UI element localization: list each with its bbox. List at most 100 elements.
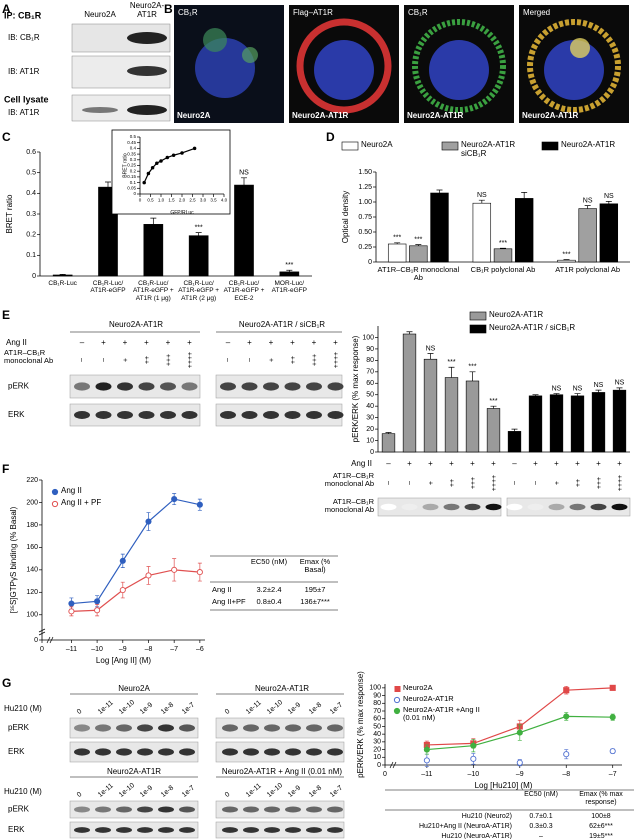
lane-label: 1e-10 [118,782,136,799]
condition-sign: ++ [448,479,455,487]
axis-break [46,636,54,644]
panel-label: C [2,130,11,144]
condition-sign: – [78,358,85,362]
condition-sign: ++++ [616,475,623,491]
blot-band [527,503,544,511]
bar [402,333,417,453]
significance-label: *** [562,251,570,258]
blot-band [137,724,153,732]
blot-band [222,748,238,756]
blot-band [138,411,155,419]
error-bar [584,205,591,209]
legend-label: Neuro2A-AT1R [561,141,616,149]
bar [493,248,513,263]
marker [192,146,197,151]
condition-sign: ++ [289,356,296,364]
table-header: EC50 (nM) [250,558,288,566]
table-cell: Hu210 (Neuro2) [462,813,512,820]
y-tick-label: 0.6 [26,149,36,156]
legend-swatch [393,707,401,715]
blot-band [181,382,198,391]
y-tick-label: 20 [366,426,374,433]
y-tick-label: 0.2 [26,232,36,239]
marker [470,742,477,749]
y-tick-label: 1.25 [358,184,372,191]
bar [528,395,543,453]
blot-band [74,724,90,732]
x-tick-label: 2.0 [179,198,186,203]
y-tick-label: 220 [26,477,38,484]
condition-sign: +++ [164,354,171,366]
bar [234,184,254,277]
significance-label: NS [239,170,249,177]
nucleus [544,40,604,100]
marker [516,759,523,766]
error-bar [595,389,602,393]
error-bar [105,181,111,188]
marker [609,748,616,755]
x-tick-label: CB₁R-Luc [48,280,77,287]
x-tick-label: 2.5 [189,198,196,203]
condition-sign: + [247,338,252,347]
column-label: Neuro2A-AT1R [129,2,165,19]
series-line [71,569,200,612]
error-bar [385,432,392,434]
blot-strip [69,821,199,839]
table-cell: 62±6*** [589,823,613,830]
lane-label: 0 [224,708,232,716]
blot-band [117,382,133,391]
table-header: EC50 (nM) [524,791,558,798]
blot-header: Neuro2A-AT1R [109,320,163,329]
y-tick-label: 0 [34,637,38,644]
row-label: AT1R–CB₁R monoclonal Ab [324,472,374,489]
significance-label: *** [447,359,455,366]
x-tick-label: CB₁R-Luc/ AT1R-eGFP + AT1R (2 μg) [178,280,219,302]
condition-sign: ++++ [332,352,339,368]
y-tick-label: 0.50 [358,229,372,236]
x-tick-label: 0 [139,198,142,203]
row-label: Ang II [351,459,372,468]
legend-label: Neuro2A-AT1R siCB₁R [461,141,516,158]
condition-sign: + [428,459,433,468]
legend-label: Neuro2A-AT1R siCB₁R [461,141,516,158]
image-caption: Neuro2A-AT1R [292,111,349,120]
bar [279,271,300,277]
blot-band [422,503,439,511]
table-cell: 0.3±0.3 [529,823,552,830]
blot-band [306,411,322,419]
lane-label: 1e-10 [266,782,284,799]
legend-label: Neuro2A-AT1R [489,311,543,319]
error-bar [500,247,506,249]
x-tick-label: –11 [421,771,432,778]
x-axis-label: Log [Hu210] (M) [475,781,533,790]
y-axis-label: pERK/ERK (% max response) [351,335,360,442]
table-cell: Ang II+PF [212,597,246,606]
table-cell: 136±7*** [300,597,330,606]
nucleus [314,40,374,100]
legend-swatch [51,500,59,508]
blot-band [116,806,132,813]
blot-band [401,503,418,511]
x-axis-label: GFP/RLuc [170,210,194,216]
blot-band [127,105,167,115]
error-bar [436,189,443,193]
condition-sign: – [246,358,253,362]
y-tick-label: 70 [373,708,381,715]
condition-sign: – [386,459,391,468]
legend-label: Ang II [61,487,82,495]
table-cell: 195±7 [305,585,326,594]
series-line [71,498,200,605]
bar [188,235,209,277]
blot-band [138,382,155,391]
lysate-label: Cell lysate [4,94,49,104]
blot-strip [69,403,201,427]
y-tick-label: 0.4 [26,190,36,197]
colocalization [570,38,590,58]
blot-band [95,724,111,732]
error-bar [241,177,247,186]
x-tick-label: –9 [119,646,127,653]
lane-label: 1e-9 [287,785,302,799]
column-label: Neuro2A [84,10,116,19]
row-label: AT1R–CB₁R monoclonal Ab [4,349,54,366]
marker [171,566,178,573]
